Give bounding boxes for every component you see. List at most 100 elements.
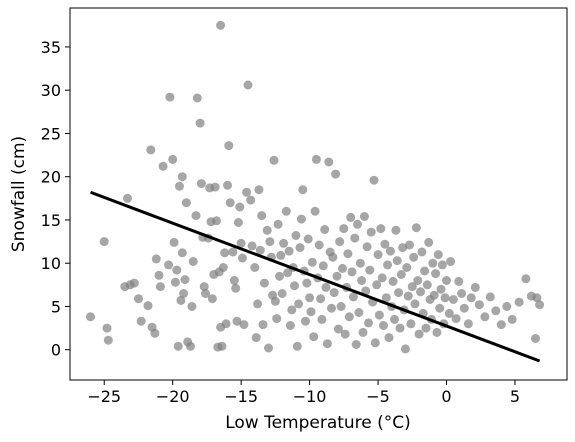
data-point xyxy=(470,282,480,292)
data-point xyxy=(400,344,410,354)
data-point xyxy=(435,303,445,313)
data-point xyxy=(207,294,217,304)
data-point xyxy=(307,257,317,267)
data-point xyxy=(394,288,404,298)
data-point xyxy=(276,250,286,260)
data-points xyxy=(86,20,545,354)
data-point xyxy=(284,246,294,256)
x-tick-label: −15 xyxy=(224,387,258,406)
data-point xyxy=(344,312,354,322)
data-point xyxy=(405,240,414,250)
data-point xyxy=(123,193,132,203)
data-point xyxy=(177,248,187,258)
data-point xyxy=(466,293,476,303)
data-point xyxy=(535,300,545,310)
data-point xyxy=(225,198,235,208)
data-point xyxy=(361,286,371,296)
data-point xyxy=(403,291,413,301)
data-point xyxy=(328,252,338,262)
data-point xyxy=(201,289,210,298)
data-point xyxy=(217,341,227,351)
data-point xyxy=(364,318,373,328)
data-point xyxy=(180,275,190,285)
data-point xyxy=(480,312,490,322)
data-point xyxy=(463,319,473,329)
data-point xyxy=(251,333,261,343)
data-point xyxy=(496,320,506,330)
data-point xyxy=(491,306,501,316)
data-point xyxy=(448,295,458,304)
data-point xyxy=(272,314,282,324)
y-tick-label: 20 xyxy=(41,168,61,187)
data-point xyxy=(354,308,364,317)
data-point xyxy=(316,294,326,304)
data-point xyxy=(294,299,304,309)
data-point xyxy=(136,316,146,326)
data-point xyxy=(253,299,263,309)
data-point xyxy=(221,319,231,329)
data-point xyxy=(250,263,260,272)
data-point xyxy=(295,243,305,253)
data-point xyxy=(411,223,421,233)
data-point xyxy=(384,333,394,343)
data-point xyxy=(262,225,272,235)
data-point xyxy=(485,292,495,302)
y-tick-label: 15 xyxy=(41,211,61,230)
y-axis-title: Snowfall (cm) xyxy=(9,136,29,252)
data-point xyxy=(383,260,393,270)
data-point xyxy=(311,154,321,164)
data-point xyxy=(474,300,484,310)
data-point xyxy=(231,283,241,293)
data-point xyxy=(532,293,542,303)
data-point xyxy=(459,303,469,313)
data-point xyxy=(359,212,369,221)
data-point xyxy=(223,180,232,190)
data-point xyxy=(188,257,198,266)
data-point xyxy=(357,276,367,285)
x-tick-label: 5 xyxy=(510,387,520,406)
data-point xyxy=(224,141,234,151)
data-point xyxy=(186,341,195,351)
data-point xyxy=(158,161,168,171)
data-point xyxy=(507,314,517,324)
plot-frame xyxy=(69,7,568,381)
data-point xyxy=(446,257,456,266)
data-point xyxy=(343,249,353,259)
x-tick-label: −10 xyxy=(293,387,327,406)
data-point xyxy=(305,293,315,303)
data-point xyxy=(406,319,416,329)
data-point xyxy=(275,271,284,281)
data-point xyxy=(370,338,380,348)
data-point xyxy=(502,302,512,311)
data-point xyxy=(440,293,450,303)
data-point xyxy=(338,263,347,273)
data-point xyxy=(420,266,430,276)
data-point xyxy=(381,293,391,303)
x-tick-label: 0 xyxy=(441,387,451,406)
data-point xyxy=(336,302,346,311)
data-point xyxy=(422,280,432,290)
trend-line xyxy=(90,190,541,363)
data-point xyxy=(409,252,419,262)
data-point xyxy=(191,211,201,221)
data-point xyxy=(372,280,382,290)
data-point xyxy=(379,321,388,330)
x-tick-label: −5 xyxy=(366,387,390,406)
data-point xyxy=(395,323,405,333)
data-point xyxy=(348,292,358,302)
data-point xyxy=(265,237,275,247)
data-point xyxy=(347,267,357,277)
data-point xyxy=(380,239,390,249)
y-tick-label: 10 xyxy=(41,254,61,273)
data-point xyxy=(296,214,306,224)
data-point xyxy=(424,237,434,247)
data-point xyxy=(327,303,336,313)
data-point xyxy=(320,225,330,234)
data-point xyxy=(390,314,399,324)
data-point xyxy=(388,276,398,286)
data-point xyxy=(302,278,312,288)
data-point xyxy=(173,341,183,351)
data-point xyxy=(314,240,324,250)
data-point xyxy=(259,278,269,288)
data-point xyxy=(247,241,257,251)
